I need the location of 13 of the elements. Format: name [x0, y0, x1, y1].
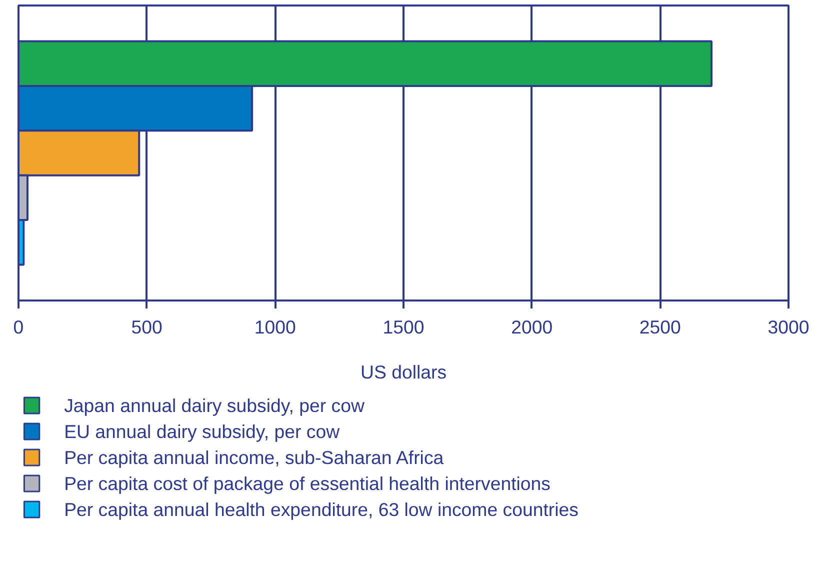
- legend-label: Per capita annual health expenditure, 63 low income countries: [64, 499, 578, 520]
- legend-label: Per capita annual income, sub-Saharan Africa: [64, 447, 444, 468]
- x-tick-label: 3000: [768, 316, 810, 338]
- legend-label: EU annual dairy subsidy, per cow: [64, 421, 340, 442]
- x-tick-label: 500: [131, 316, 162, 338]
- x-tick-label: 1000: [254, 316, 296, 338]
- legend-label: Japan annual dairy subsidy, per cow: [64, 395, 366, 416]
- x-tick-label: 1500: [382, 316, 424, 338]
- x-tick-label: 2000: [511, 316, 553, 338]
- x-tick-label: 0: [13, 316, 24, 338]
- legend-label: Per capita cost of package of essential health interventions: [64, 473, 550, 494]
- x-axis-title: US dollars: [360, 362, 447, 382]
- x-tick-label: 2500: [639, 316, 681, 338]
